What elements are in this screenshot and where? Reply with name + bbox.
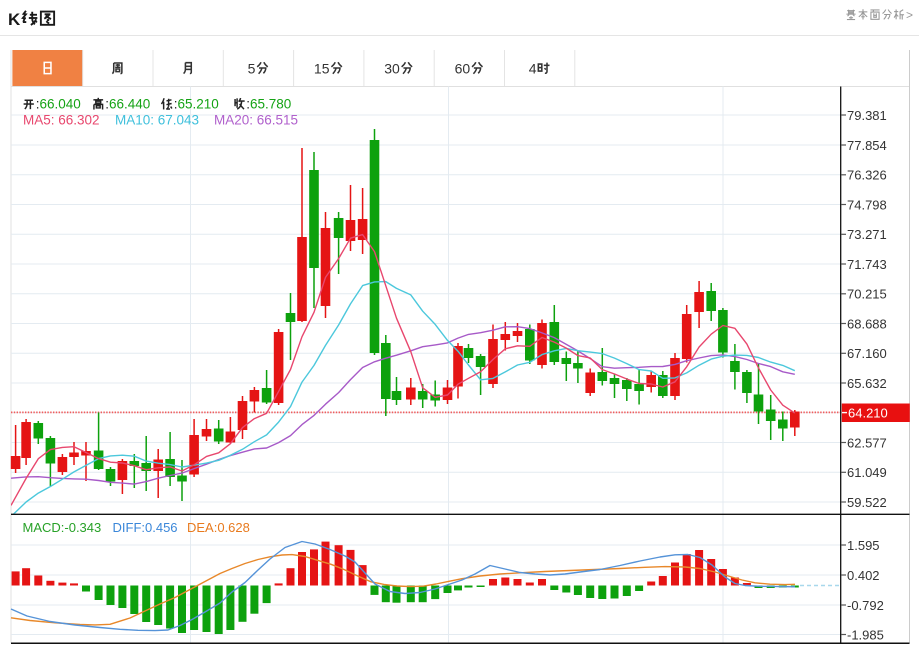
svg-text:64.210: 64.210 (848, 405, 888, 420)
svg-text:MACD:-0.343: MACD:-0.343 (23, 520, 102, 535)
svg-text:62.577: 62.577 (847, 435, 887, 450)
svg-text::: : (246, 97, 250, 112)
svg-text:-0.792: -0.792 (847, 598, 884, 613)
svg-text:K: K (8, 10, 21, 29)
svg-text:4: 4 (529, 61, 537, 77)
svg-text:MA5: 66.302: MA5: 66.302 (23, 113, 100, 128)
svg-text:0: 0 (392, 61, 400, 77)
svg-text:66.040: 66.040 (40, 97, 81, 112)
svg-text:MA20: 66.515: MA20: 66.515 (214, 113, 298, 128)
svg-text:-1.985: -1.985 (847, 627, 884, 642)
svg-text::: : (105, 97, 109, 112)
svg-text:68.688: 68.688 (847, 316, 887, 331)
svg-text::: : (174, 97, 178, 112)
svg-text:DIFF:0.456: DIFF:0.456 (113, 520, 178, 535)
svg-text:73.271: 73.271 (847, 227, 887, 242)
svg-text:74.798: 74.798 (847, 197, 887, 212)
svg-text:>: > (906, 8, 913, 22)
svg-text:1: 1 (314, 61, 322, 77)
svg-text:79.381: 79.381 (847, 108, 887, 123)
svg-text:66.440: 66.440 (109, 97, 150, 112)
svg-text:5: 5 (248, 61, 256, 77)
svg-text:76.326: 76.326 (847, 168, 887, 183)
svg-text:71.743: 71.743 (847, 257, 887, 272)
svg-text:70.215: 70.215 (847, 287, 887, 302)
svg-text:67.160: 67.160 (847, 346, 887, 361)
svg-text:1.595: 1.595 (847, 538, 880, 553)
svg-text:77.854: 77.854 (847, 138, 887, 153)
svg-text:MA10: 67.043: MA10: 67.043 (115, 113, 199, 128)
svg-text:5: 5 (322, 61, 330, 77)
svg-text::: : (36, 97, 40, 112)
svg-text:DEA:0.628: DEA:0.628 (187, 520, 250, 535)
svg-text:0.402: 0.402 (847, 568, 880, 583)
svg-text:61.049: 61.049 (847, 465, 887, 480)
svg-text:3: 3 (384, 61, 392, 77)
svg-text:0: 0 (462, 61, 470, 77)
svg-text:65.632: 65.632 (847, 376, 887, 391)
svg-text:6: 6 (455, 61, 463, 77)
svg-text:65.210: 65.210 (178, 97, 219, 112)
svg-text:65.780: 65.780 (250, 97, 291, 112)
svg-text:59.522: 59.522 (847, 495, 887, 510)
